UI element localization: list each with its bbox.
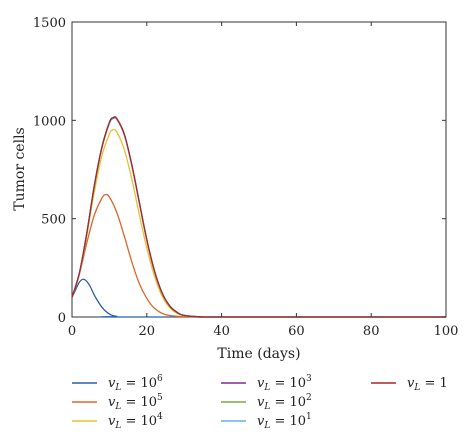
y-tick-label: 1000	[33, 114, 66, 129]
x-axis-label: Time (days)	[217, 346, 300, 362]
x-tick-label: 20	[139, 324, 156, 339]
series-line-0	[71, 278, 446, 318]
x-tick-label: 0	[68, 324, 76, 339]
y-tick-label: 1500	[33, 16, 66, 31]
legend-label-6: vL = 1	[407, 376, 448, 393]
legend-label-5: vL = 101	[257, 412, 312, 431]
series-line-1	[71, 193, 446, 318]
x-tick-label: 80	[363, 324, 380, 339]
x-tick-label: 100	[434, 324, 459, 339]
plot-frame	[71, 21, 447, 318]
legend-label-4: vL = 102	[257, 393, 312, 412]
x-tick-label: 60	[288, 324, 305, 339]
x-tick-label: 40	[213, 324, 230, 339]
series-line-2	[71, 128, 446, 318]
legend-label-3: vL = 103	[257, 374, 312, 393]
series-line-6	[71, 116, 446, 318]
legend-label-2: vL = 104	[108, 412, 163, 431]
legend-label-0: vL = 106	[108, 374, 163, 393]
y-tick-label: 0	[58, 311, 66, 326]
y-tick-label: 500	[41, 213, 66, 228]
legend-label-1: vL = 105	[108, 393, 163, 412]
y-axis-label: Tumor cells	[12, 127, 28, 210]
